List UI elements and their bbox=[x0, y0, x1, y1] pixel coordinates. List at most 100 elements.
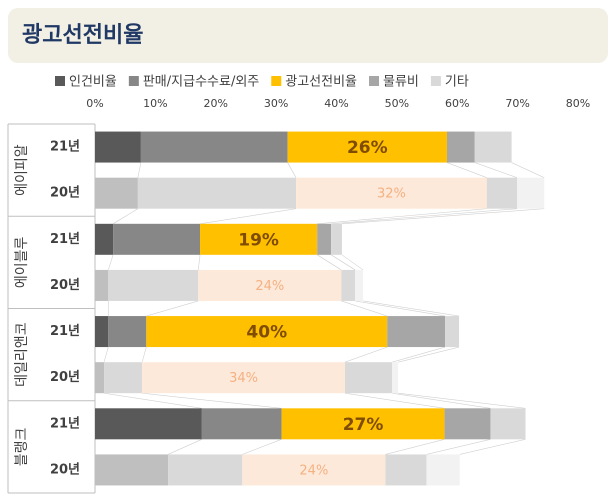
connector bbox=[112, 208, 139, 225]
bar-segment bbox=[474, 131, 512, 163]
connector bbox=[287, 162, 297, 178]
bar-segment bbox=[201, 408, 282, 440]
data-label: 24% bbox=[255, 279, 284, 294]
legend-label: 광고선전비율 bbox=[285, 75, 357, 90]
bar-segment bbox=[385, 454, 427, 486]
y-tick-label: 21년 bbox=[50, 140, 80, 155]
bar-segment bbox=[142, 362, 345, 394]
connector bbox=[341, 300, 388, 317]
x-tick-label: 80% bbox=[566, 97, 590, 110]
connector bbox=[363, 300, 460, 317]
bar-segment bbox=[137, 177, 297, 209]
data-label: 27% bbox=[343, 415, 384, 435]
bar-segment bbox=[317, 223, 332, 255]
connector bbox=[104, 392, 202, 409]
connector bbox=[142, 392, 282, 409]
bar-segment bbox=[426, 454, 460, 486]
y-tick-label: 20년 bbox=[50, 462, 80, 477]
x-tick-label: 60% bbox=[445, 97, 469, 110]
group-label: 데일리앤코 bbox=[14, 322, 30, 387]
bar-segment bbox=[95, 131, 141, 163]
connector bbox=[426, 439, 491, 455]
connector bbox=[107, 254, 114, 271]
connector bbox=[330, 254, 356, 271]
bar-segment bbox=[287, 131, 447, 163]
bar-segment bbox=[113, 223, 201, 255]
legend-swatch bbox=[430, 76, 441, 86]
group-label: 에이피알 bbox=[14, 144, 30, 196]
connector bbox=[446, 162, 487, 178]
connector bbox=[398, 392, 526, 409]
y-tick-label: 20년 bbox=[50, 186, 80, 201]
legend-label: 물류비 bbox=[383, 75, 419, 90]
connector bbox=[317, 254, 342, 271]
bar-segment bbox=[104, 362, 143, 394]
connector bbox=[391, 346, 446, 363]
x-tick-label: 70% bbox=[505, 97, 529, 110]
bar-segment bbox=[387, 316, 446, 348]
bar-segment bbox=[95, 362, 105, 394]
connector bbox=[474, 162, 518, 178]
legend-label: 기타 bbox=[445, 75, 469, 90]
connector bbox=[167, 439, 202, 455]
connector bbox=[141, 346, 147, 363]
data-label: 24% bbox=[299, 463, 328, 478]
bar-segment bbox=[95, 316, 109, 348]
group-label: 에이블루 bbox=[14, 237, 30, 289]
y-tick-label: 21년 bbox=[50, 324, 80, 339]
bar-segment bbox=[95, 223, 114, 255]
bar-segment bbox=[95, 454, 169, 486]
connector bbox=[242, 439, 282, 455]
x-tick-label: 20% bbox=[204, 97, 228, 110]
bar-segment bbox=[95, 269, 109, 301]
connector bbox=[197, 254, 201, 270]
chart-title: 광고선전비율 bbox=[22, 23, 143, 48]
connector bbox=[200, 208, 297, 225]
bar-segment bbox=[490, 408, 526, 440]
x-tick-label: 10% bbox=[143, 97, 167, 110]
bar-segment bbox=[242, 454, 386, 486]
bar-segment bbox=[344, 362, 393, 394]
bar-segment bbox=[355, 269, 364, 301]
connector bbox=[459, 439, 526, 455]
data-label: 19% bbox=[238, 230, 279, 250]
bar-segment bbox=[140, 131, 288, 163]
connector bbox=[331, 208, 518, 225]
bar-segment bbox=[95, 177, 138, 209]
bar-segment bbox=[168, 454, 243, 486]
bar-segment bbox=[108, 316, 147, 348]
bar-segment bbox=[341, 269, 356, 301]
title-box bbox=[8, 8, 608, 63]
bar-segment bbox=[108, 269, 199, 301]
y-tick-label: 20년 bbox=[50, 278, 80, 293]
x-tick-label: 0% bbox=[86, 97, 103, 110]
connector bbox=[344, 392, 445, 409]
legend-swatch bbox=[128, 76, 139, 86]
connector bbox=[398, 346, 460, 363]
connector bbox=[391, 392, 491, 409]
connector bbox=[341, 208, 545, 225]
legend-swatch bbox=[369, 76, 380, 86]
bar-segment bbox=[146, 316, 388, 348]
x-tick-label: 50% bbox=[385, 97, 409, 110]
connector bbox=[344, 346, 388, 363]
connector bbox=[511, 162, 545, 178]
bar-segment bbox=[392, 362, 399, 394]
bar-segment bbox=[198, 269, 342, 301]
data-label: 34% bbox=[229, 371, 258, 386]
y-tick-label: 21년 bbox=[50, 416, 80, 431]
bar-segment bbox=[486, 177, 518, 209]
bar-segment bbox=[445, 316, 460, 348]
legend-label: 판매/지급수수료/외주 bbox=[143, 75, 259, 90]
legend-label: 인건비율 bbox=[69, 75, 117, 90]
bar-segment bbox=[200, 223, 318, 255]
connector bbox=[317, 208, 487, 225]
data-label: 32% bbox=[377, 187, 406, 202]
bar-segment bbox=[281, 408, 445, 440]
bar-segment bbox=[444, 408, 491, 440]
connector bbox=[137, 162, 142, 178]
data-label: 26% bbox=[347, 138, 388, 158]
bar-segment bbox=[95, 408, 202, 440]
legend-swatch bbox=[55, 76, 65, 86]
